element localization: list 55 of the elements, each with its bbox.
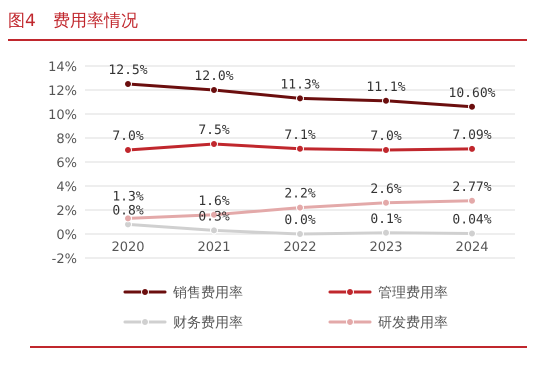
x-tick-label: 2021: [197, 240, 231, 255]
point: [210, 86, 218, 94]
chart-title: 图4 费用率情况: [8, 11, 138, 31]
x-tick-label: 2020: [111, 240, 145, 255]
data-label: 2.2%: [284, 186, 316, 202]
y-tick-label: 4%: [56, 180, 77, 195]
data-label: 12.5%: [108, 63, 148, 78]
point: [296, 230, 304, 238]
point: [296, 204, 304, 212]
y-tick-label: 6%: [56, 156, 77, 171]
legend-label: 财务费用率: [173, 315, 243, 331]
point: [382, 228, 390, 237]
y-tick-label: 12%: [48, 84, 77, 99]
point: [296, 144, 304, 153]
data-label: 7.5%: [198, 123, 230, 138]
data-label: 0.3%: [198, 209, 230, 224]
data-label: 2.77%: [452, 180, 492, 195]
data-label: 2.6%: [370, 182, 402, 197]
point: [468, 102, 476, 111]
point: [382, 198, 390, 207]
y-tick-label: 0%: [56, 228, 77, 243]
data-label: 10.60%: [448, 86, 496, 101]
data-label: 7.1%: [284, 128, 316, 143]
data-label: 12.0%: [194, 69, 234, 84]
legend-label: 研发费用率: [378, 315, 448, 331]
data-label: 11.3%: [280, 77, 320, 92]
data-label: 0.0%: [284, 213, 316, 228]
point: [124, 146, 132, 154]
legend-label: 销售费用率: [172, 285, 243, 301]
y-tick-label: 2%: [56, 204, 77, 219]
point: [382, 96, 390, 105]
y-tick-label: 10%: [48, 108, 77, 123]
point: [210, 140, 218, 148]
data-label: 1.6%: [198, 194, 230, 209]
y-tick-label: -2%: [52, 252, 77, 267]
point: [468, 144, 476, 153]
point: [382, 146, 390, 154]
point: [296, 94, 304, 102]
point: [210, 226, 218, 234]
x-tick-label: 2022: [283, 240, 317, 255]
y-tick-label: 8%: [56, 132, 77, 147]
data-label: 7.0%: [370, 129, 402, 144]
data-label: 7.09%: [452, 128, 492, 143]
x-tick-label: 2023: [369, 240, 403, 255]
data-label: 0.04%: [452, 212, 492, 228]
data-label: 11.1%: [366, 80, 406, 95]
data-label: 7.0%: [112, 129, 144, 144]
point: [468, 196, 476, 205]
data-label: 0.1%: [370, 212, 402, 227]
x-tick-label: 2024: [455, 240, 489, 255]
legend-label: 管理费用率: [378, 285, 448, 301]
data-label: 0.8%: [112, 203, 144, 218]
point: [124, 80, 132, 88]
y-tick-label: 14%: [48, 60, 77, 75]
data-label: 1.3%: [112, 189, 144, 204]
